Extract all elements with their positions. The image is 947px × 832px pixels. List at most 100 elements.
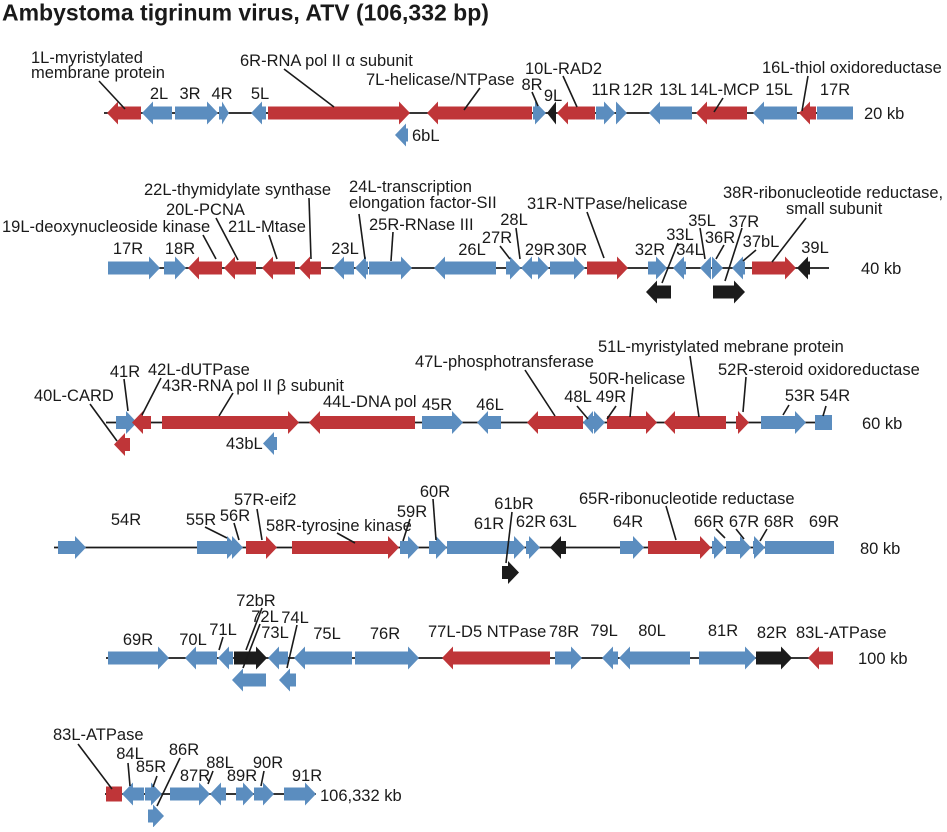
svg-text:42L-dUTPase: 42L-dUTPase xyxy=(148,361,250,379)
svg-text:88L: 88L xyxy=(206,754,234,772)
svg-text:12R: 12R xyxy=(623,81,653,99)
svg-text:18R: 18R xyxy=(165,240,195,258)
svg-text:6R-RNA pol II α subunit: 6R-RNA pol II α subunit xyxy=(240,52,413,70)
svg-text:89R: 89R xyxy=(227,767,257,785)
svg-text:74L: 74L xyxy=(281,609,309,627)
svg-text:Ambystoma tigrinum virus, ATV: Ambystoma tigrinum virus, ATV (106,332 b… xyxy=(2,0,489,26)
svg-text:56R: 56R xyxy=(220,507,250,525)
svg-text:45R: 45R xyxy=(422,396,452,414)
svg-text:20L-PCNA: 20L-PCNA xyxy=(166,201,245,219)
svg-text:61bR: 61bR xyxy=(494,495,534,513)
svg-text:58R-tyrosine kinase: 58R-tyrosine kinase xyxy=(266,517,412,535)
svg-text:75L: 75L xyxy=(313,625,341,643)
svg-text:63L: 63L xyxy=(549,513,577,531)
svg-text:59R: 59R xyxy=(397,503,427,521)
svg-text:9L: 9L xyxy=(544,87,562,105)
svg-text:85R: 85R xyxy=(136,758,166,776)
svg-text:4R: 4R xyxy=(211,85,232,103)
svg-text:62R: 62R xyxy=(516,513,546,531)
svg-text:79L: 79L xyxy=(590,622,618,640)
svg-text:11R: 11R xyxy=(591,81,620,99)
svg-text:30R: 30R xyxy=(557,241,587,259)
svg-text:7L-helicase/NTPase: 7L-helicase/NTPase xyxy=(366,71,515,89)
svg-text:61R: 61R xyxy=(474,515,504,533)
svg-text:small subunit: small subunit xyxy=(786,200,883,218)
svg-text:68R: 68R xyxy=(764,513,794,531)
svg-text:53R: 53R xyxy=(785,387,815,405)
svg-text:elongation factor-SII: elongation factor-SII xyxy=(349,194,497,212)
svg-text:57R-eif2: 57R-eif2 xyxy=(234,491,296,509)
svg-text:36R: 36R xyxy=(705,229,735,247)
svg-text:65R-ribonucleotide reductase: 65R-ribonucleotide reductase xyxy=(579,490,795,508)
svg-text:1L-myristylated: 1L-myristylated xyxy=(31,49,143,67)
svg-text:72L: 72L xyxy=(251,608,279,626)
svg-text:87R: 87R xyxy=(180,767,210,785)
svg-text:83L-ATPase: 83L-ATPase xyxy=(796,624,887,642)
svg-text:83L-ATPase: 83L-ATPase xyxy=(53,726,144,744)
svg-text:44L-DNA pol: 44L-DNA pol xyxy=(323,393,417,411)
svg-text:100 kb: 100 kb xyxy=(858,650,908,668)
svg-text:28L: 28L xyxy=(500,211,528,229)
svg-text:3R: 3R xyxy=(179,85,200,103)
svg-text:15L: 15L xyxy=(765,81,793,99)
svg-text:67R: 67R xyxy=(729,513,759,531)
svg-text:80L: 80L xyxy=(638,622,666,640)
svg-text:69R: 69R xyxy=(123,631,153,649)
svg-text:27R: 27R xyxy=(482,229,512,247)
svg-text:90R: 90R xyxy=(253,754,283,772)
svg-text:81R: 81R xyxy=(708,622,738,640)
svg-text:32R: 32R xyxy=(635,241,665,259)
svg-text:64R: 64R xyxy=(613,513,643,531)
svg-text:55R: 55R xyxy=(186,511,216,529)
svg-text:72bR: 72bR xyxy=(236,592,276,610)
svg-text:43R-RNA pol II β subunit: 43R-RNA pol II β subunit xyxy=(162,377,344,395)
svg-text:41R: 41R xyxy=(110,363,140,381)
svg-text:34L: 34L xyxy=(676,241,704,259)
svg-text:69R: 69R xyxy=(809,513,839,531)
svg-text:25R-RNase III: 25R-RNase III xyxy=(369,216,474,234)
svg-text:24L-transcription: 24L-transcription xyxy=(349,178,472,196)
svg-text:40L-CARD: 40L-CARD xyxy=(34,387,114,405)
svg-text:33L: 33L xyxy=(666,226,694,244)
svg-text:37bL: 37bL xyxy=(743,233,780,251)
svg-text:39L: 39L xyxy=(801,239,829,257)
svg-text:20 kb: 20 kb xyxy=(864,105,904,123)
svg-text:84L: 84L xyxy=(116,745,144,763)
svg-text:19L-deoxynucleoside kinase: 19L-deoxynucleoside kinase xyxy=(2,218,210,236)
svg-text:43bL: 43bL xyxy=(226,435,263,453)
svg-text:46L: 46L xyxy=(476,396,504,414)
svg-text:76R: 76R xyxy=(370,625,400,643)
svg-text:membrane protein: membrane protein xyxy=(31,64,165,82)
svg-text:48L: 48L xyxy=(564,388,592,406)
svg-text:13L: 13L xyxy=(659,81,687,99)
svg-text:37R: 37R xyxy=(729,213,759,231)
svg-text:2L: 2L xyxy=(150,85,168,103)
svg-text:49R: 49R xyxy=(596,388,626,406)
svg-text:82R: 82R xyxy=(757,624,787,642)
svg-text:106,332 kb: 106,332 kb xyxy=(320,787,402,805)
svg-text:66R: 66R xyxy=(694,513,724,531)
svg-text:6bL: 6bL xyxy=(412,127,440,145)
svg-text:50R-helicase: 50R-helicase xyxy=(589,370,685,388)
svg-text:16L-thiol oxidoreductase: 16L-thiol oxidoreductase xyxy=(762,59,942,77)
svg-text:91R: 91R xyxy=(292,767,322,785)
svg-text:86R: 86R xyxy=(169,741,199,759)
svg-text:60R: 60R xyxy=(420,483,450,501)
svg-text:47L-phosphotransferase: 47L-phosphotransferase xyxy=(415,353,594,371)
svg-text:60 kb: 60 kb xyxy=(862,415,902,433)
svg-text:31R-NTPase/helicase: 31R-NTPase/helicase xyxy=(527,195,688,213)
svg-text:23L: 23L xyxy=(331,240,359,258)
svg-text:51L-myristylated mebrane prote: 51L-myristylated mebrane protein xyxy=(598,338,844,356)
svg-text:54R: 54R xyxy=(111,511,141,529)
svg-text:35L: 35L xyxy=(688,212,716,230)
svg-text:52R-steroid oxidoreductase: 52R-steroid oxidoreductase xyxy=(718,361,920,379)
svg-text:77L-D5 NTPase: 77L-D5 NTPase xyxy=(428,623,546,641)
svg-text:26L: 26L xyxy=(458,241,486,259)
svg-text:22L-thymidylate synthase: 22L-thymidylate synthase xyxy=(144,181,331,199)
svg-text:71L: 71L xyxy=(209,621,237,639)
svg-text:73L: 73L xyxy=(261,624,289,642)
svg-text:38R-ribonucleotide reductase,: 38R-ribonucleotide reductase, xyxy=(723,184,943,202)
svg-text:21L-Mtase: 21L-Mtase xyxy=(228,218,306,236)
svg-text:40 kb: 40 kb xyxy=(861,260,901,278)
svg-text:54R: 54R xyxy=(820,387,850,405)
